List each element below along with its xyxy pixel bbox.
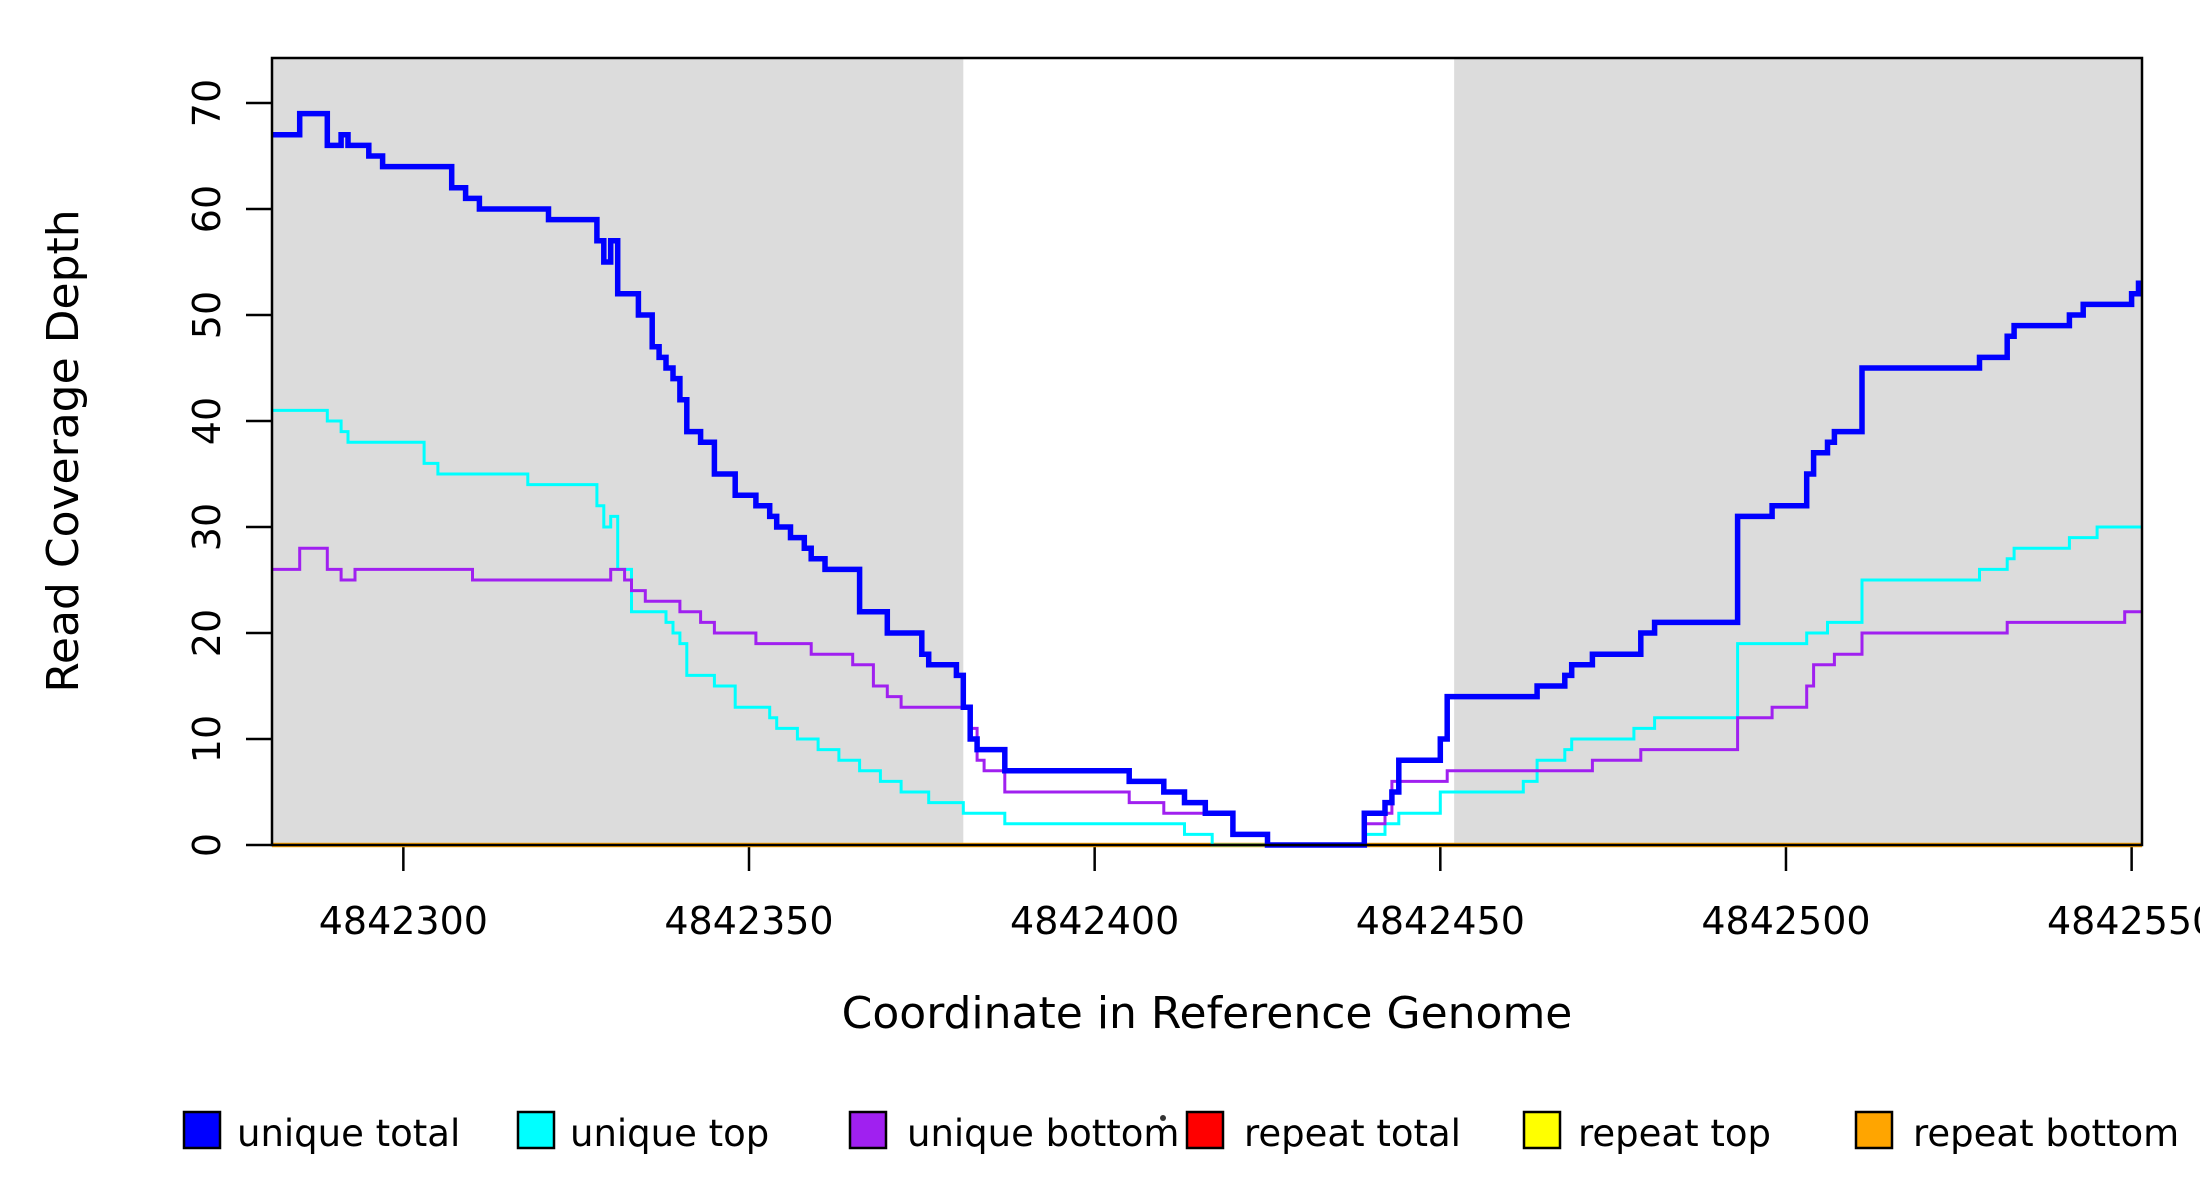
legend-label: repeat bottom: [1913, 1112, 2179, 1155]
y-axis-title: Read Coverage Depth: [38, 209, 89, 692]
y-axis-tick-label: 10: [185, 715, 229, 763]
y-axis-tick-label: 30: [185, 503, 229, 551]
series-line-unique-top: [272, 408, 2142, 847]
x-axis-tick-label: 4842550: [2047, 899, 2200, 943]
stray-mark: [1160, 1115, 1166, 1121]
y-axis-tick-label: 40: [185, 397, 229, 445]
legend-swatch-repeat-bottom: [1854, 1110, 1894, 1150]
legend-label: unique total: [237, 1112, 460, 1155]
y-axis-tick-label: 50: [185, 291, 229, 339]
x-axis-tick-label: 4842350: [664, 899, 833, 943]
legend-swatch-unique-bottom: [848, 1110, 888, 1150]
x-axis-tick-label: 4842300: [319, 899, 488, 943]
legend-label: repeat total: [1244, 1112, 1461, 1155]
legend-label: unique bottom: [907, 1112, 1179, 1155]
legend-swatch-unique-top: [516, 1110, 556, 1150]
legend-swatch-repeat-top: [1522, 1110, 1562, 1150]
legend-label: unique top: [570, 1112, 769, 1155]
shaded-region-left: [272, 58, 964, 845]
legend-swatch-unique-total: [182, 1110, 222, 1150]
x-axis-tick-label: 4842450: [1356, 899, 1525, 943]
x-axis-title: Coordinate in Reference Genome: [842, 988, 1573, 1039]
y-axis-tick-label: 0: [185, 833, 229, 857]
y-axis-tick-label: 70: [185, 79, 229, 127]
legend-swatch-repeat-total: [1185, 1110, 1225, 1150]
legend-label: repeat top: [1578, 1112, 1771, 1155]
plot-border: [270, 56, 2144, 847]
series-line-unique-total: [272, 110, 2142, 848]
x-axis-tick-label: 4842400: [1010, 899, 1179, 943]
y-axis-tick-label: 20: [185, 609, 229, 657]
shaded-region-right: [1454, 58, 2142, 845]
x-axis-tick-label: 4842500: [1701, 899, 1870, 943]
series-line-unique-bottom: [272, 546, 2142, 847]
y-axis-tick-label: 60: [185, 185, 229, 233]
